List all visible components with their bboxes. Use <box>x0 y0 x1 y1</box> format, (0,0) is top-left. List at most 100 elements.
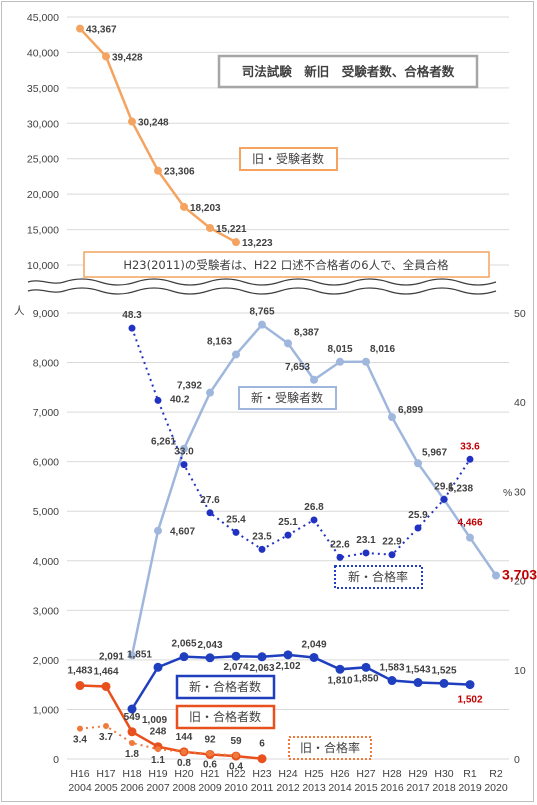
x-tick-label: H29 <box>408 768 427 780</box>
new-examinees-point <box>362 357 370 366</box>
new-passers-point <box>465 680 475 690</box>
x-tick-label: H23 <box>252 768 271 780</box>
old-pass-rate-point <box>181 748 187 755</box>
new-examinees-data-label: 4,607 <box>170 527 195 538</box>
new-pass-rate-data-label: 22.6 <box>330 539 350 550</box>
new-pass-rate-point <box>284 531 292 539</box>
y-tick-upper: 20,000 <box>27 189 59 201</box>
new-passers-data-label: 1,525 <box>431 665 456 676</box>
new-pass-rate-point <box>336 553 344 561</box>
new-examinees-data-label: 8,015 <box>327 344 352 355</box>
old-passers-data-label: 92 <box>204 734 216 745</box>
old-pass-rate-data-label: 0.6 <box>203 760 217 771</box>
new-examinees-data-label: 5,967 <box>422 447 447 458</box>
new-passers-data-label: 2,074 <box>223 662 248 673</box>
x-tick-label: H18 <box>122 768 141 780</box>
new-examinees-data-label: 2,091 <box>99 651 124 662</box>
legend-new-pass-rate-label: 新・合格率 <box>348 569 408 584</box>
x-tick-year: 2004 <box>68 782 92 794</box>
y-tick-right: 40 <box>514 397 526 409</box>
y-tick-upper: 10,000 <box>27 260 59 272</box>
x-tick-year: 2007 <box>146 782 170 794</box>
old-passers-data-label: 59 <box>230 736 242 747</box>
unit-right: % <box>503 487 512 499</box>
old-examinees-point <box>232 238 240 247</box>
new-passers-data-label: 1,502 <box>457 695 482 706</box>
old-pass-rate-data-label: 0.4 <box>229 761 243 772</box>
x-tick-label: R2 <box>489 768 503 780</box>
old-passers-data-label: 248 <box>150 727 167 738</box>
new-examinees-data-label: 6,261 <box>151 437 176 448</box>
x-tick-year: 2017 <box>406 782 430 794</box>
new-pass-rate-point <box>310 516 318 524</box>
new-examinees-data-label: 8,765 <box>249 307 274 318</box>
old-examinees-point <box>76 24 84 33</box>
legend-new-examinees: 新・受験者数 <box>238 386 337 410</box>
new-passers-point <box>309 652 319 662</box>
y-tick-right: 50 <box>514 308 526 320</box>
old-examinees-point <box>154 166 162 175</box>
old-pass-rate-point <box>103 722 109 729</box>
new-passers-data-label: 2,049 <box>301 639 326 650</box>
x-tick-year: 2015 <box>354 782 378 794</box>
old-examinees-point <box>128 117 136 126</box>
x-tick-year: 2019 <box>458 782 482 794</box>
old-pass-rate-data-label: 0.8 <box>177 758 191 769</box>
y-tick-right: 10 <box>514 665 526 677</box>
old-examinees-point <box>206 224 214 233</box>
old-pass-rate-point <box>129 739 135 746</box>
y-tick-left: 4,000 <box>33 556 59 568</box>
old-pass-rate-point <box>233 752 239 759</box>
new-examinees-point <box>336 357 344 366</box>
new-pass-rate-data-label: 25.4 <box>226 514 246 525</box>
new-examinees-data-label: 8,163 <box>207 336 232 347</box>
new-passers-data-label: 1,850 <box>353 673 378 684</box>
new-passers-point <box>257 652 267 662</box>
legend-old-examinees-label: 旧・受験者数 <box>252 151 324 166</box>
y-tick-left: 7,000 <box>33 407 59 419</box>
old-examinees-data-label: 13,223 <box>242 238 273 249</box>
old-pass-rate-data-label: 1.1 <box>151 755 165 766</box>
new-pass-rate-data-label: 48.3 <box>122 310 142 321</box>
new-examinees-point <box>154 526 162 535</box>
new-pass-rate-point <box>154 396 162 404</box>
legend-old-passers-label: 旧・合格者数 <box>189 709 261 724</box>
legend-old-examinees: 旧・受験者数 <box>239 147 338 171</box>
new-examinees-data-label: 7,392 <box>177 381 202 392</box>
new-pass-rate-data-label: 33.6 <box>460 441 480 452</box>
old-examinees-data-label: 18,203 <box>190 203 221 214</box>
new-examinees-point <box>206 388 214 397</box>
y-tick-left: 6,000 <box>33 457 59 469</box>
x-tick-label: H24 <box>278 768 297 780</box>
new-pass-rate-point <box>258 545 266 553</box>
old-passers-point <box>101 681 111 691</box>
new-passers-data-label: 2,063 <box>249 663 274 674</box>
new-pass-rate-data-label: 23.5 <box>252 531 272 542</box>
new-examinees-point <box>128 651 136 660</box>
new-passers-point <box>205 653 215 663</box>
new-passers-point <box>179 652 189 662</box>
new-examinees-data-label: 3,703 <box>502 566 537 582</box>
new-passers-point <box>439 678 449 688</box>
old-examinees-data-label: 15,221 <box>216 224 247 235</box>
old-examinees-data-label: 23,306 <box>164 167 195 178</box>
new-pass-rate-data-label: 23.1 <box>356 535 376 546</box>
x-tick-year: 2016 <box>380 782 404 794</box>
old-passers-point <box>257 754 267 764</box>
y-tick-left: 5,000 <box>33 506 59 518</box>
old-passers-data-label: 1,464 <box>93 666 118 677</box>
y-tick-upper: 30,000 <box>27 118 59 130</box>
new-pass-rate-point <box>180 461 188 469</box>
new-examinees-point <box>414 459 422 468</box>
old-pass-rate-point <box>155 746 161 753</box>
legend-new-pass-rate: 新・合格率 <box>334 565 423 589</box>
old-examinees-data-label: 43,367 <box>86 25 117 36</box>
new-passers-point <box>361 662 371 672</box>
new-passers-point <box>413 678 423 688</box>
y-tick-right: 20 <box>514 576 526 588</box>
y-tick-right: 0 <box>514 754 520 766</box>
new-passers-point <box>127 704 137 714</box>
x-tick-label: H30 <box>434 768 453 780</box>
new-passers-data-label: 1,583 <box>379 663 404 674</box>
new-examinees-point <box>492 571 500 580</box>
